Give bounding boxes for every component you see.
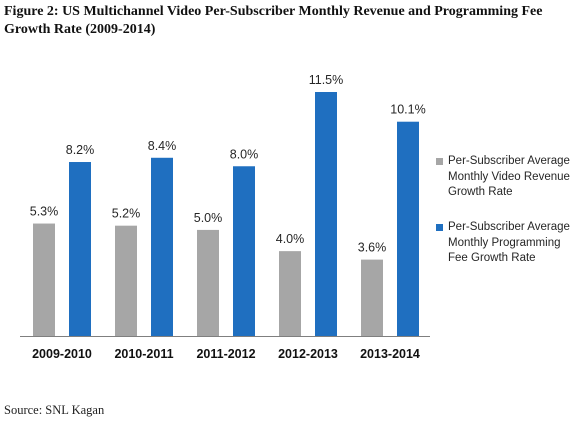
data-label-revenue-2009-2010: 5.3% <box>30 205 59 219</box>
data-label-revenue-2010-2011: 5.2% <box>112 207 141 221</box>
bar-programming-2009-2010 <box>69 162 91 336</box>
legend-swatch-revenue <box>436 158 443 165</box>
data-label-revenue-2012-2013: 4.0% <box>276 232 305 246</box>
bar-revenue-2009-2010 <box>33 223 55 336</box>
data-label-programming-2013-2014: 10.1% <box>390 103 425 117</box>
chart-title: Figure 2: US Multichannel Video Per-Subs… <box>4 4 543 37</box>
data-label-programming-2010-2011: 8.4% <box>148 139 177 153</box>
bar-programming-2013-2014 <box>397 121 419 336</box>
legend-label-programming: Per-Subscriber Average Monthly Programmi… <box>448 221 570 264</box>
bar-programming-2012-2013 <box>315 92 337 336</box>
data-label-revenue-2013-2014: 3.6% <box>358 241 387 255</box>
bar-revenue-2011-2012 <box>197 229 219 336</box>
bar-revenue-2010-2011 <box>115 225 137 336</box>
data-label-programming-2011-2012: 8.0% <box>230 147 259 161</box>
bar-revenue-2013-2014 <box>361 259 383 336</box>
source-note: Source: SNL Kagan <box>4 403 105 417</box>
x-tick-label-2009-2010: 2009-2010 <box>32 347 92 361</box>
bar-programming-2011-2012 <box>233 166 255 336</box>
x-tick-label-2012-2013: 2012-2013 <box>278 347 338 361</box>
x-tick-label-2013-2014: 2013-2014 <box>360 347 420 361</box>
legend-label-revenue: Per-Subscriber Average Monthly Video Rev… <box>448 155 570 198</box>
bar-revenue-2012-2013 <box>279 251 301 336</box>
x-tick-label-2011-2012: 2011-2012 <box>196 347 255 361</box>
data-label-revenue-2011-2012: 5.0% <box>194 211 223 225</box>
x-tick-label-2010-2011: 2010-2011 <box>114 347 173 361</box>
bar-programming-2010-2011 <box>151 157 173 336</box>
legend-swatch-programming <box>436 224 443 231</box>
data-label-programming-2009-2010: 8.2% <box>66 143 95 157</box>
data-label-programming-2012-2013: 11.5% <box>309 73 344 87</box>
